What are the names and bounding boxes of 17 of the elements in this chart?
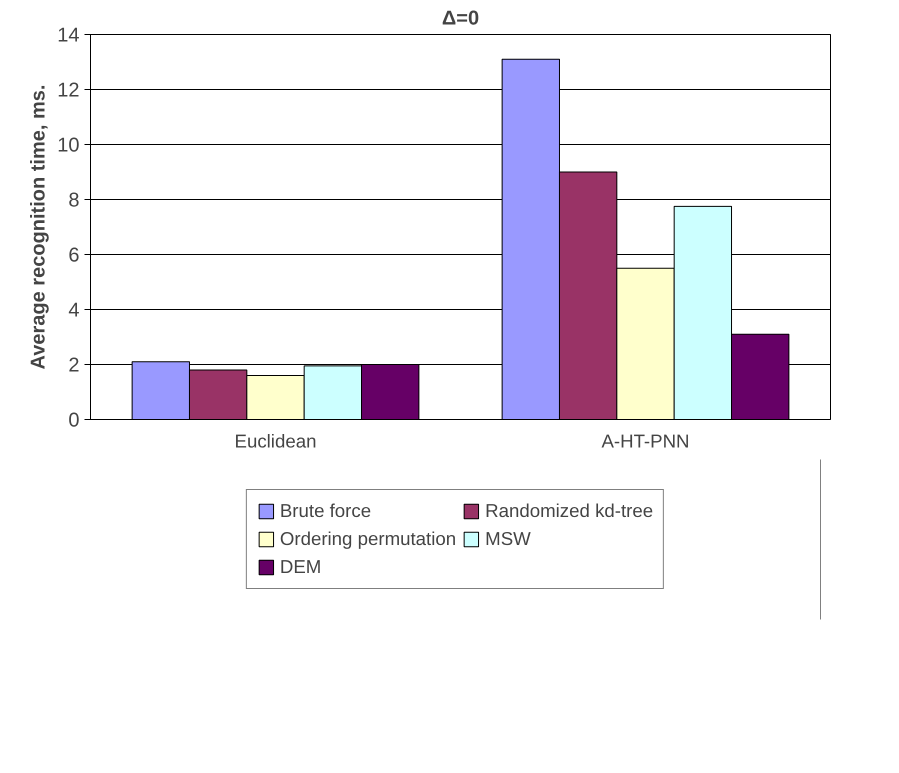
- legend-label: Ordering permutation: [280, 528, 456, 550]
- y-tick-label: 0: [68, 410, 80, 432]
- legend-label: Randomized kd-tree: [485, 500, 654, 522]
- y-tick-label: 14: [57, 24, 80, 46]
- y-tick-label: 8: [68, 190, 80, 212]
- x-tick-label: A-HT-PNN: [601, 430, 690, 452]
- y-tick-label: 6: [68, 244, 80, 266]
- y-tick-label: 2: [68, 354, 80, 376]
- legend-label: DEM: [280, 556, 322, 578]
- legend-label: MSW: [485, 528, 531, 550]
- legend-label: Brute force: [280, 500, 372, 522]
- y-tick-label: 4: [68, 300, 80, 322]
- y-tick-label: 12: [57, 80, 80, 102]
- y-axis-title: Average recognition time, ms.: [27, 84, 50, 370]
- x-tick-label: Euclidean: [234, 430, 316, 452]
- chart-title: Δ=0: [442, 8, 480, 30]
- y-tick-label: 10: [57, 134, 80, 156]
